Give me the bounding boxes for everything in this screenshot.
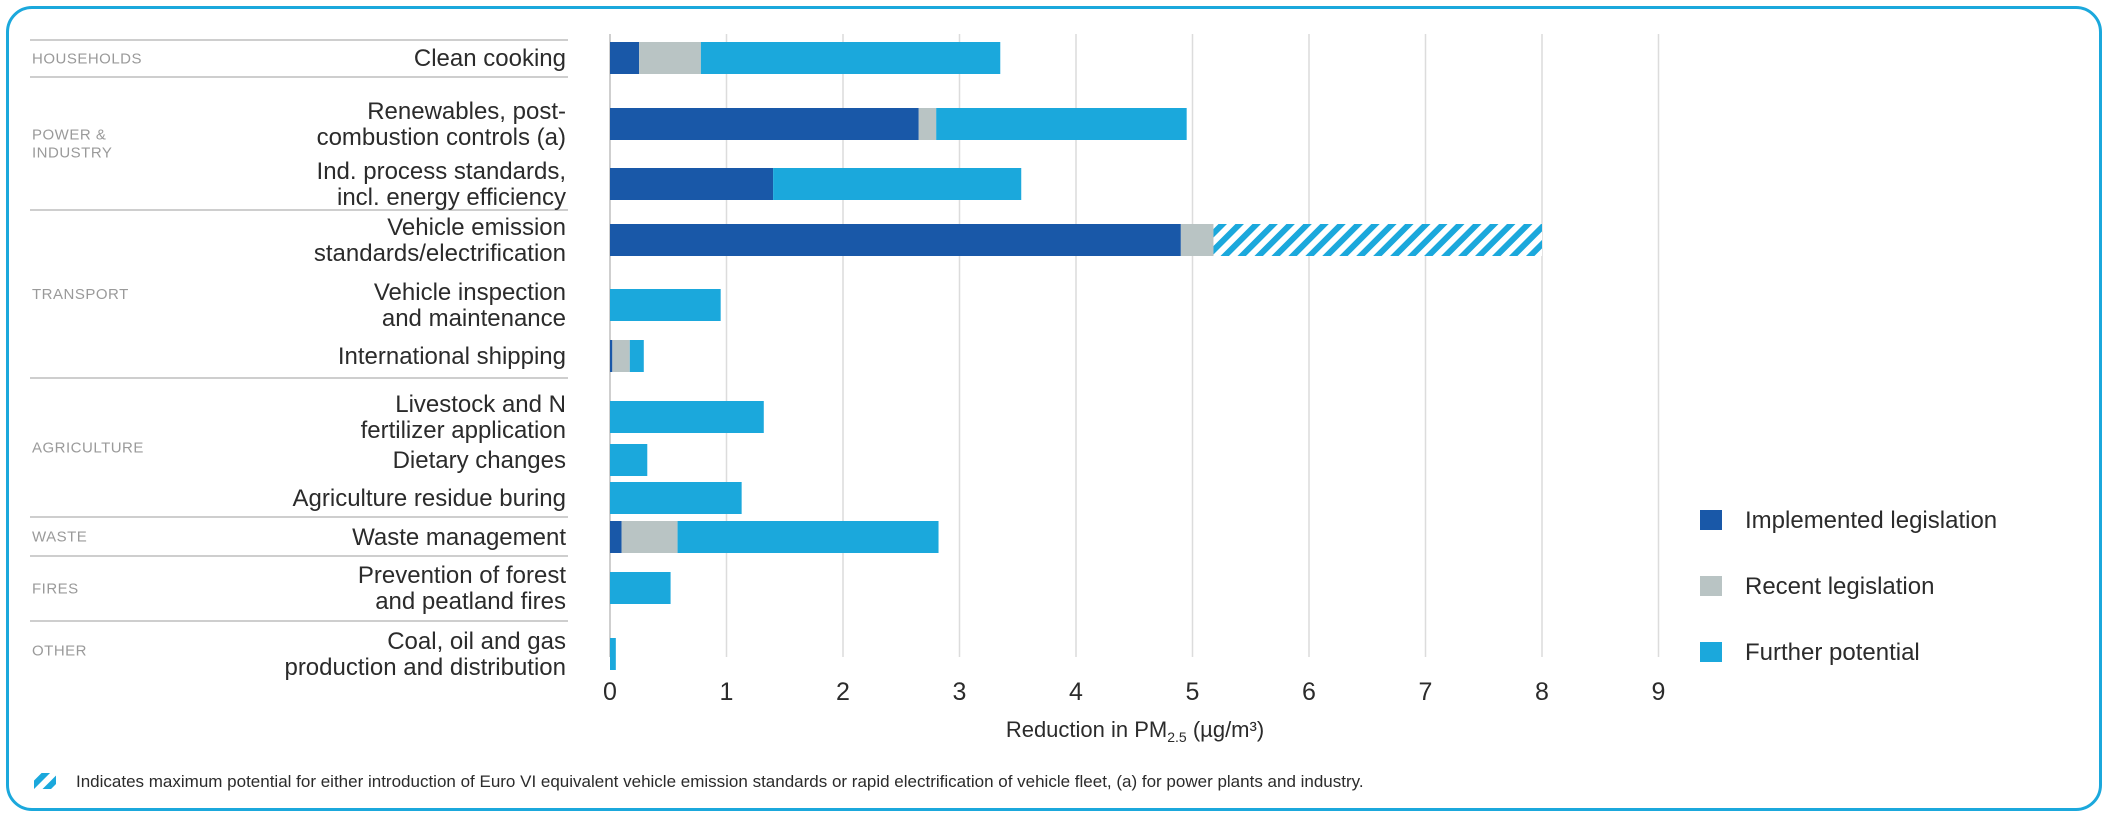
bar-recent-legislation-0 bbox=[639, 42, 701, 74]
group-label-fires: FIRES bbox=[32, 581, 79, 598]
category-label-ind-process-standards-incl-energy-efficiency: Ind. process standards, incl. energy effi… bbox=[317, 158, 566, 211]
category-label-vehicle-inspection-and-maintenance: Vehicle inspection and maintenance bbox=[374, 279, 566, 332]
hatch-swatch bbox=[34, 773, 56, 789]
x-tick-label-9: 9 bbox=[1652, 678, 1666, 706]
x-tick-label-5: 5 bbox=[1186, 678, 1200, 706]
legend-swatch-recent-legislation bbox=[1700, 576, 1722, 596]
bar-recent-legislation-1 bbox=[918, 108, 937, 140]
x-axis: Reduction in PM2.5 (µg/m³) 0 1 2 3 4 5 6 7 8 9 bbox=[603, 678, 1665, 745]
legend-swatch-further-potential bbox=[1700, 642, 1722, 662]
bar-implemented-legislation-1 bbox=[610, 108, 919, 140]
bar-recent-legislation-9 bbox=[621, 521, 678, 553]
x-axis-title: Reduction in PM2.5 (µg/m³) bbox=[1006, 717, 1264, 745]
group-label-households: HOUSEHOLDS bbox=[32, 51, 142, 68]
x-tick-label-0: 0 bbox=[603, 678, 617, 706]
group-dividers bbox=[30, 39, 568, 622]
bar-further-potential-6 bbox=[610, 401, 764, 433]
category-label-prevention-of-forest-and-peatland-fires: Prevention of forest and peatland fires bbox=[358, 562, 566, 615]
bar-further-potential-5 bbox=[629, 340, 644, 372]
bar-further-potential-8 bbox=[610, 482, 742, 514]
group-label-waste: WASTE bbox=[32, 529, 87, 546]
x-tick-label-2: 2 bbox=[836, 678, 850, 706]
group-label-agriculture: AGRICULTURE bbox=[32, 440, 144, 457]
category-label-agriculture-residue-buring: Agriculture residue buring bbox=[293, 485, 566, 512]
bar-implemented-legislation-2 bbox=[610, 168, 774, 200]
legend-swatch-implemented-legislation bbox=[1700, 510, 1722, 530]
bar-further-potential-10 bbox=[610, 572, 671, 604]
bar-further-potential-9 bbox=[677, 521, 939, 553]
legend: Implemented legislation Recent legislatio… bbox=[1700, 507, 1997, 666]
bars bbox=[610, 42, 1542, 670]
bar-implemented-legislation-5 bbox=[610, 340, 613, 372]
category-label-waste-management: Waste management bbox=[352, 524, 566, 551]
x-tick-label-7: 7 bbox=[1419, 678, 1433, 706]
footnote-text: Indicates maximum potential for either i… bbox=[76, 772, 1364, 791]
bar-further-potential-11 bbox=[610, 638, 616, 670]
group-label-other: OTHER bbox=[32, 643, 87, 660]
bar-implemented-legislation-9 bbox=[610, 521, 622, 553]
category-label-renewables-post-combustion-controls-a: Renewables, post-combustion controls (a) bbox=[317, 98, 566, 151]
bar-further-potential-0 bbox=[700, 42, 1001, 74]
bar-further-potential-2 bbox=[773, 168, 1022, 200]
bar-implemented-legislation-3 bbox=[610, 224, 1181, 256]
group-label-transport: TRANSPORT bbox=[32, 286, 129, 303]
x-tick-label-8: 8 bbox=[1535, 678, 1549, 706]
category-label-clean-cooking: Clean cooking bbox=[414, 45, 566, 72]
category-label-vehicle-emission-standards-electrification: Vehicle emission standards/electrificatio… bbox=[314, 214, 566, 267]
x-tick-label-4: 4 bbox=[1069, 678, 1083, 706]
legend-label-recent-legislation: Recent legislation bbox=[1745, 573, 1934, 600]
category-label-coal-oil-and-gas-production-and-distribution: Coal, oil and gas production and distribu… bbox=[284, 628, 566, 681]
bar-implemented-legislation-0 bbox=[610, 42, 640, 74]
legend-label-further-potential: Further potential bbox=[1745, 639, 1920, 666]
x-tick-label-1: 1 bbox=[720, 678, 734, 706]
legend-label-implemented-legislation: Implemented legislation bbox=[1745, 507, 1997, 534]
group-label-power-industry: POWER & INDUSTRY bbox=[32, 127, 112, 162]
bar-further-potential-7 bbox=[610, 444, 648, 476]
bar-recent-legislation-5 bbox=[612, 340, 630, 372]
bar-recent-legislation-3 bbox=[1180, 224, 1214, 256]
bar-further-potential-1 bbox=[936, 108, 1187, 140]
bar-further-potential-4 bbox=[610, 289, 721, 321]
x-tick-label-6: 6 bbox=[1302, 678, 1316, 706]
x-tick-label-3: 3 bbox=[953, 678, 967, 706]
category-labels: HOUSEHOLDS Clean cooking POWER & INDUSTRY Re… bbox=[32, 45, 566, 681]
category-label-international-shipping: International shipping bbox=[338, 343, 566, 370]
category-label-dietary-changes: Dietary changes bbox=[393, 447, 566, 474]
bar-further-potential-3 bbox=[1213, 224, 1542, 256]
chart-frame bbox=[6, 6, 2102, 811]
footnote: Indicates maximum potential for either i… bbox=[34, 772, 1364, 791]
